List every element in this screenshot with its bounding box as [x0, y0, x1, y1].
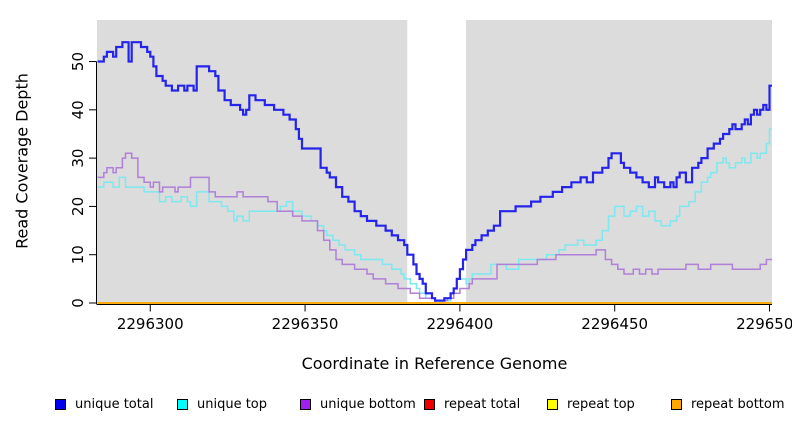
x-tick-label: 2296450 — [581, 315, 648, 333]
legend-swatch-repeat-bottom-icon — [671, 398, 682, 410]
legend-item-unique-total: unique total — [55, 396, 153, 412]
y-tick-label: 50 — [69, 52, 87, 71]
y-tick-label: 10 — [69, 245, 87, 264]
y-tick-label: 20 — [69, 197, 87, 216]
legend-item-unique-bottom: unique bottom — [300, 396, 416, 412]
x-axis-title: Coordinate in Reference Genome — [301, 354, 568, 373]
legend-item-repeat-bottom: repeat bottom — [671, 396, 785, 412]
x-tick-label: 2296500 — [736, 315, 792, 333]
legend-swatch-unique-total-icon — [55, 398, 66, 410]
legend-label-repeat-total: repeat total — [444, 396, 521, 412]
legend-swatch-repeat-top-icon — [547, 398, 558, 410]
series-unique-bottom — [97, 152, 772, 302]
legend-label-unique-top: unique top — [197, 396, 268, 412]
legend-item-unique-top: unique top — [177, 396, 267, 412]
y-axis-title: Read Coverage Depth — [12, 73, 32, 249]
x-tick-label: 2296400 — [426, 315, 493, 333]
legend-label-unique-total: unique total — [75, 396, 154, 412]
legend-item-repeat-top: repeat top — [547, 396, 635, 412]
coverage-plot: 0 10 20 30 40 50 2296300 2296350 2296400 2296450 2… — [69, 20, 792, 333]
coverage-gap-band — [407, 20, 467, 303]
y-tick-label: 40 — [69, 100, 87, 119]
y-tick-label: 0 — [69, 298, 87, 308]
y-tick-label: 30 — [69, 149, 87, 168]
legend-swatch-unique-top-icon — [177, 398, 188, 410]
x-tick-label: 2296350 — [272, 315, 339, 333]
legend-label-unique-bottom: unique bottom — [320, 396, 416, 412]
x-tick-label: 2296300 — [117, 315, 184, 333]
legend-swatch-unique-bottom-icon — [300, 398, 311, 410]
legend-label-repeat-top: repeat top — [567, 396, 635, 412]
legend-item-repeat-total: repeat total — [424, 396, 520, 412]
series-unique-total — [97, 41, 772, 302]
legend-label-repeat-bottom: repeat bottom — [691, 396, 785, 412]
legend-swatch-repeat-total-icon — [424, 398, 435, 410]
